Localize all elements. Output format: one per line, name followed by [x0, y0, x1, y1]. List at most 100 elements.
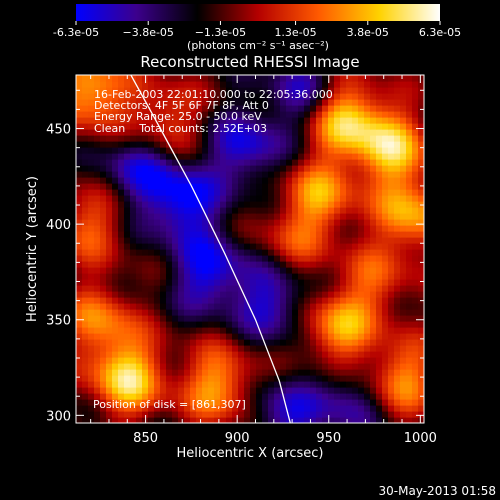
heatmap-cell	[364, 129, 371, 136]
heatmap-cell	[388, 369, 395, 376]
heatmap-cell	[352, 285, 359, 292]
heatmap-cell	[262, 345, 269, 352]
heatmap-cell	[178, 93, 185, 100]
heatmap-cell	[172, 351, 179, 358]
heatmap-cell	[124, 159, 131, 166]
heatmap-cell	[280, 183, 287, 190]
heatmap-cell	[82, 135, 89, 142]
heatmap-cell	[226, 333, 233, 340]
heatmap-cell	[112, 147, 119, 154]
heatmap-cell	[88, 285, 95, 292]
heatmap-cell	[286, 243, 293, 250]
heatmap-cell	[346, 249, 353, 256]
heatmap-cell	[178, 285, 185, 292]
heatmap-cell	[364, 141, 371, 148]
heatmap-cell	[388, 351, 395, 358]
heatmap-cell	[88, 387, 95, 394]
heatmap-cell	[292, 273, 299, 280]
heatmap-cell	[394, 225, 401, 232]
heatmap-cell	[412, 297, 419, 304]
heatmap-cell	[178, 375, 185, 382]
heatmap-cell	[346, 147, 353, 154]
heatmap-cell	[148, 171, 155, 178]
heatmap-cell	[178, 147, 185, 154]
heatmap-cell	[118, 207, 125, 214]
heatmap-cell	[154, 207, 161, 214]
heatmap-cell	[160, 225, 167, 232]
heatmap-cell	[328, 75, 335, 82]
heatmap-cell	[94, 129, 101, 136]
heatmap-cell	[106, 135, 113, 142]
heatmap-cell	[226, 357, 233, 364]
heatmap-cell	[412, 411, 419, 418]
heatmap-cell	[268, 243, 275, 250]
heatmap-cell	[346, 387, 353, 394]
heatmap-cell	[160, 291, 167, 298]
heatmap-cell	[262, 327, 269, 334]
heatmap-cell	[112, 369, 119, 376]
heatmap-cell	[370, 273, 377, 280]
heatmap-cell	[190, 279, 197, 286]
heatmap-cell	[166, 267, 173, 274]
heatmap-cell	[244, 417, 251, 423]
heatmap-cell	[298, 381, 305, 388]
heatmap-cell	[310, 285, 317, 292]
heatmap-cell	[334, 273, 341, 280]
heatmap-cell	[130, 105, 137, 112]
heatmap-cell	[136, 321, 143, 328]
heatmap-cell	[130, 201, 137, 208]
heatmap-cell	[160, 129, 167, 136]
heatmap-cell	[238, 273, 245, 280]
heatmap-cell	[88, 105, 95, 112]
heatmap-cell	[124, 171, 131, 178]
heatmap-cell	[304, 153, 311, 160]
heatmap-cell	[232, 123, 239, 130]
heatmap-cell	[328, 189, 335, 196]
heatmap-cell	[364, 87, 371, 94]
heatmap-cell	[208, 333, 215, 340]
heatmap-cell	[322, 87, 329, 94]
heatmap-cell	[328, 333, 335, 340]
heatmap-cell	[196, 285, 203, 292]
heatmap-cell	[142, 213, 149, 220]
heatmap-cell	[166, 135, 173, 142]
heatmap-cell	[136, 243, 143, 250]
heatmap-cell	[202, 273, 209, 280]
heatmap-cell	[388, 261, 395, 268]
heatmap-cell	[100, 279, 107, 286]
heatmap-cell	[202, 183, 209, 190]
heatmap-cell	[292, 159, 299, 166]
heatmap-cell	[208, 393, 215, 400]
heatmap-cell	[406, 147, 413, 154]
heatmap-cell	[76, 411, 83, 418]
heatmap-cell	[382, 273, 389, 280]
heatmap-cell	[196, 123, 203, 130]
heatmap-cell	[280, 399, 287, 406]
heatmap-cell	[412, 291, 419, 298]
heatmap-cell	[298, 171, 305, 178]
heatmap-cell	[376, 237, 383, 244]
heatmap-cell	[226, 219, 233, 226]
heatmap-cell	[172, 255, 179, 262]
heatmap-cell	[136, 81, 143, 88]
heatmap-cell	[280, 381, 287, 388]
heatmap-cell	[244, 123, 251, 130]
heatmap-cell	[82, 393, 89, 400]
heatmap-cell	[346, 279, 353, 286]
heatmap-cell	[250, 321, 257, 328]
heatmap-cell	[328, 207, 335, 214]
heatmap-cell	[136, 255, 143, 262]
heatmap-cell	[250, 339, 257, 346]
heatmap-cell	[154, 333, 161, 340]
heatmap-cell	[370, 351, 377, 358]
heatmap-cell	[256, 267, 263, 274]
heatmap-cell	[364, 111, 371, 118]
heatmap-cell	[298, 357, 305, 364]
heatmap-cell	[232, 75, 239, 82]
heatmap-cell	[304, 387, 311, 394]
heatmap-cell	[316, 81, 323, 88]
heatmap-cell	[292, 399, 299, 406]
heatmap-cell	[76, 117, 83, 124]
heatmap-cell	[88, 375, 95, 382]
heatmap-cell	[304, 117, 311, 124]
